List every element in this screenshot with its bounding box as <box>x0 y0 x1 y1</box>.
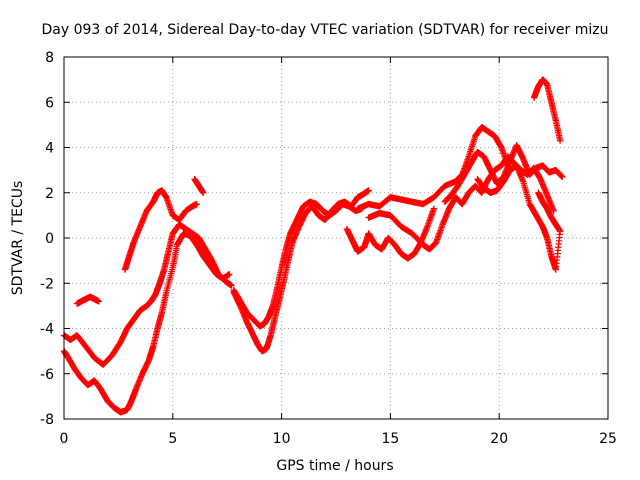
grid-lines <box>64 57 608 419</box>
y-tick-label: 8 <box>45 50 54 66</box>
series-track-c <box>121 187 200 273</box>
x-axis-label: GPS time / hours <box>276 458 393 474</box>
data-point <box>556 228 564 235</box>
x-tick-label: 10 <box>273 431 291 447</box>
y-tick-label: 4 <box>45 141 54 157</box>
series-track-n <box>535 189 564 235</box>
series-track-d <box>73 293 103 307</box>
data-point <box>430 205 438 212</box>
series-track-e <box>191 175 207 196</box>
y-axis-label: SDTVAR / TECUs <box>10 181 26 296</box>
y-tick-label: 6 <box>45 95 54 111</box>
series-track-a <box>60 221 235 368</box>
series-track-i <box>354 123 512 212</box>
data-point <box>365 187 372 194</box>
data-point <box>556 137 564 144</box>
series-track-f <box>230 198 366 330</box>
data-point <box>550 207 557 215</box>
y-tick-label: 2 <box>45 186 54 202</box>
y-tick-label: -8 <box>40 412 54 428</box>
y-tick-label: -4 <box>40 322 54 338</box>
x-tick-label: 0 <box>60 431 69 447</box>
series-track-l <box>474 162 564 273</box>
data-point <box>193 200 200 208</box>
data-point <box>228 282 235 289</box>
series-track-h <box>343 205 438 262</box>
x-tick-label: 25 <box>599 431 617 447</box>
x-tick-label: 20 <box>490 431 508 447</box>
axis-ticks: 0 5 10 15 20 25 -8 -6 -4 -2 0 2 4 6 8 <box>40 50 617 447</box>
data-point <box>200 189 207 196</box>
data-point <box>559 173 566 181</box>
y-tick-label: -2 <box>40 276 54 292</box>
x-tick-label: 5 <box>168 431 177 447</box>
series-track-b <box>60 230 233 416</box>
data-point <box>95 298 103 305</box>
y-tick-label: -6 <box>40 367 54 383</box>
y-tick-label: 0 <box>45 231 54 247</box>
data-point <box>226 271 233 278</box>
data-points <box>60 76 566 416</box>
series-track-m <box>530 76 564 144</box>
series-track-g <box>230 187 372 355</box>
x-tick-label: 15 <box>381 431 399 447</box>
chart-title: Day 093 of 2014, Sidereal Day-to-day VTE… <box>42 22 609 38</box>
